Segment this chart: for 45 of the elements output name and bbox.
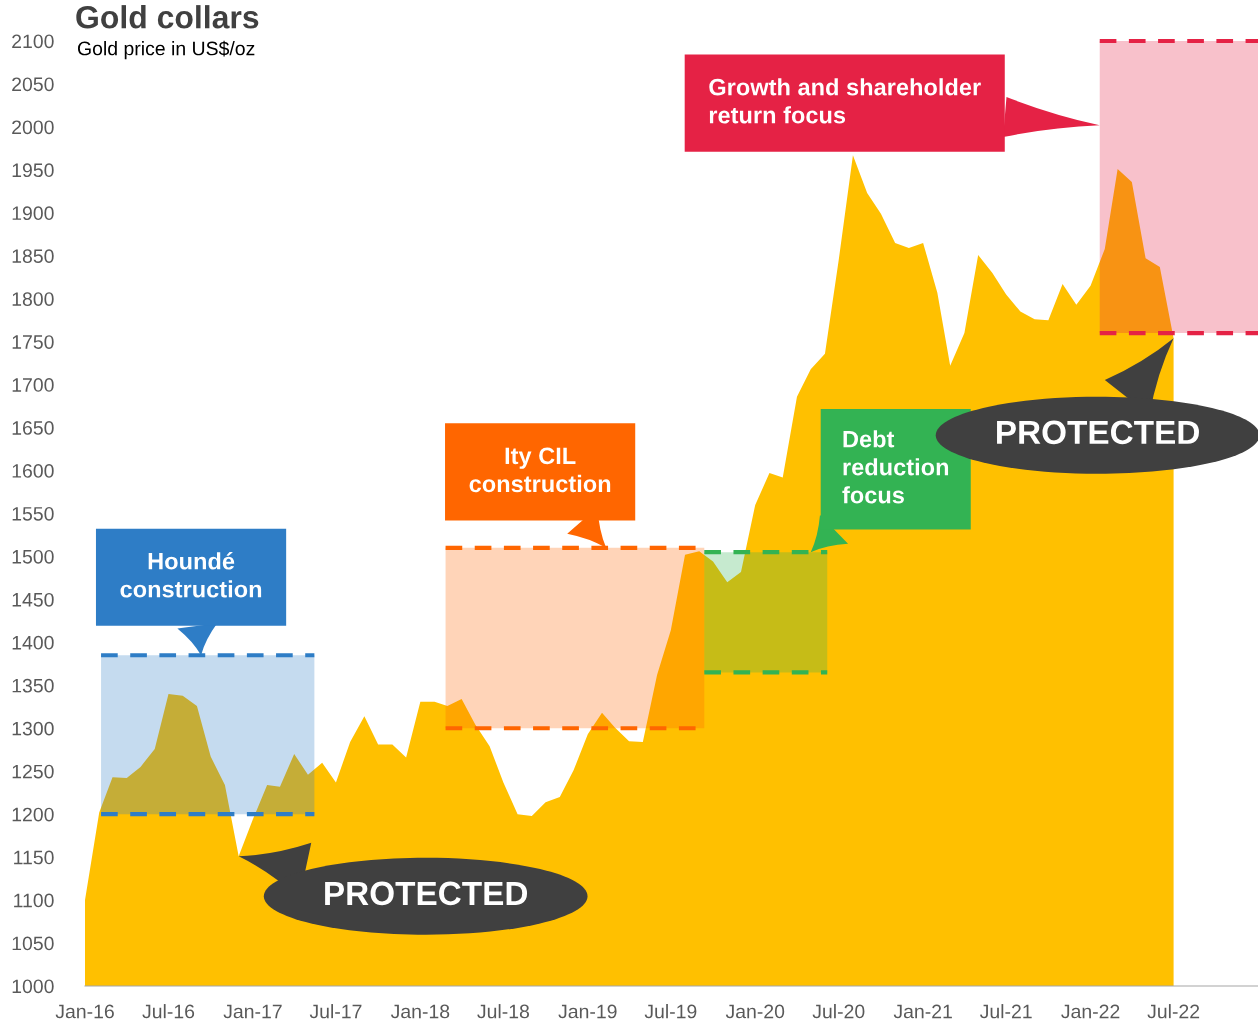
annotation: Debt reduction focus	[842, 430, 949, 504]
y-tick-label: 2100	[12, 34, 54, 49]
x-tick-label: Jul-20	[812, 1004, 865, 1019]
y-tick-label: 1600	[12, 464, 54, 478]
y-tick-label: 1400	[12, 635, 54, 650]
annotation: Growth and shareholder return focus	[709, 78, 981, 124]
y-tick-label: 1350	[12, 678, 54, 693]
annotation: Ity CIL construction	[469, 447, 611, 493]
y-tick-label: 1150	[14, 850, 54, 865]
y-tick-label: 1800	[12, 292, 54, 306]
x-tick-label: Jul-16	[142, 1004, 195, 1019]
y-tick-label: 1700	[12, 378, 54, 392]
y-tick-label: 1300	[12, 721, 54, 736]
x-tick-label: Jan-18	[390, 1004, 450, 1019]
chart-title: Gold collars	[76, 5, 259, 29]
y-tick-label: 2050	[12, 77, 54, 92]
y-tick-label: 1100	[14, 893, 54, 908]
x-tick-label: Jan-17	[223, 1004, 282, 1019]
x-tick-label: Jul-22	[1147, 1004, 1200, 1019]
x-tick-label: Jan-21	[893, 1004, 952, 1019]
annotation: PROTECTED	[325, 881, 528, 906]
y-tick-label: 1050	[12, 936, 54, 951]
x-tick-label: Jan-16	[55, 1004, 114, 1019]
y-tick-label: 1750	[12, 335, 54, 349]
y-tick-label: 1650	[12, 421, 54, 435]
x-tick-label: Jan-19	[558, 1004, 617, 1019]
y-tick-label: 1250	[12, 764, 54, 779]
y-tick-label: 1550	[12, 506, 54, 521]
annotation: PROTECTED	[997, 420, 1199, 445]
y-tick-label: 1900	[12, 206, 54, 221]
y-tick-label: 2000	[12, 120, 54, 135]
y-tick-label: 1950	[12, 163, 54, 178]
y-tick-label: 1850	[12, 249, 54, 264]
y-tick-label: 1200	[12, 807, 54, 822]
y-tick-label: 1000	[12, 979, 54, 994]
x-tick-label: Jan-20	[725, 1004, 785, 1019]
x-tick-label: Jan-22	[1061, 1004, 1120, 1019]
y-tick-label: 1500	[12, 549, 54, 564]
annotation: Houndé construction	[120, 552, 262, 598]
x-tick-label: Jul-17	[309, 1004, 362, 1019]
x-tick-label: Jul-18	[477, 1004, 530, 1019]
x-tick-label: Jul-19	[644, 1004, 697, 1019]
y-tick-label: 1450	[12, 592, 54, 607]
chart-subtitle: Gold price in US$/oz	[77, 40, 255, 60]
x-tick-label: Jul-21	[979, 1004, 1032, 1019]
